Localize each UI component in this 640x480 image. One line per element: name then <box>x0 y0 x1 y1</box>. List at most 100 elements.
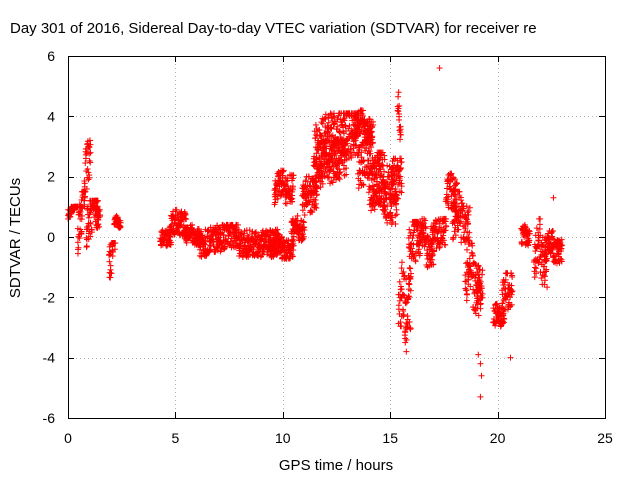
data-point <box>83 185 90 192</box>
data-point <box>107 262 114 269</box>
data-point <box>459 200 466 207</box>
x-tick-label: 5 <box>172 430 180 446</box>
data-point <box>81 193 88 200</box>
data-point <box>477 360 484 367</box>
data-point <box>399 306 406 313</box>
data-point <box>396 278 403 285</box>
data-point <box>84 166 91 173</box>
data-point <box>477 393 484 400</box>
data-point <box>111 240 118 247</box>
data-point <box>329 179 336 186</box>
data-point <box>463 246 470 253</box>
data-point <box>182 211 189 218</box>
data-point <box>159 227 166 234</box>
data-point <box>94 197 101 204</box>
data-point <box>397 131 404 138</box>
x-tick-label: 0 <box>64 430 72 446</box>
y-tick-label: -2 <box>43 289 56 305</box>
data-point <box>536 221 543 228</box>
x-tick-label: 20 <box>490 430 506 446</box>
y-tick-labels: -6 -4 -2 0 2 4 6 <box>43 48 56 426</box>
y-tick-label: 2 <box>47 169 55 185</box>
chart-title: Day 301 of 2016, Sidereal Day-to-day VTE… <box>10 20 537 37</box>
data-point <box>463 297 470 304</box>
data-point <box>96 206 103 213</box>
data-point <box>87 219 94 226</box>
data-point <box>403 348 410 355</box>
data-point <box>396 116 403 123</box>
y-axis-title: SDTVAR / TECUs <box>7 178 24 298</box>
data-point <box>86 144 93 151</box>
data-points <box>65 65 566 400</box>
data-point <box>278 248 285 255</box>
data-point <box>198 228 205 235</box>
data-point <box>274 226 281 233</box>
data-point <box>507 354 514 361</box>
data-point <box>368 207 375 214</box>
data-point <box>537 215 544 222</box>
data-point <box>478 372 485 379</box>
data-point <box>279 234 286 240</box>
x-tick-label: 25 <box>597 430 613 446</box>
data-point <box>88 229 95 236</box>
data-point <box>312 121 319 128</box>
data-point <box>173 206 180 213</box>
data-point <box>217 248 224 255</box>
y-tick-label: 0 <box>47 229 55 245</box>
data-point <box>207 243 214 250</box>
data-point <box>106 258 113 265</box>
data-point <box>235 226 242 233</box>
data-point <box>234 221 241 228</box>
data-point <box>532 264 539 271</box>
data-point <box>189 221 196 228</box>
data-point <box>393 206 400 213</box>
y-tick-label: -6 <box>43 410 56 426</box>
data-point <box>78 228 85 235</box>
data-point <box>407 265 414 272</box>
data-point <box>117 223 124 230</box>
y-tick-label: -4 <box>43 350 56 366</box>
data-point <box>82 160 89 167</box>
x-tick-labels: 0 5 10 15 20 25 <box>64 430 613 446</box>
data-point <box>75 246 82 253</box>
data-point <box>221 243 228 250</box>
data-point <box>78 216 85 223</box>
data-point <box>252 230 259 237</box>
data-point <box>436 65 443 72</box>
data-point <box>244 236 251 243</box>
data-point <box>87 159 94 166</box>
data-point <box>95 221 102 228</box>
data-point <box>395 93 402 100</box>
data-point <box>183 239 190 246</box>
data-point <box>218 246 225 253</box>
data-point <box>111 246 118 253</box>
y-tick-label: 6 <box>47 48 55 64</box>
data-point <box>337 128 344 135</box>
data-point <box>531 274 538 281</box>
data-point <box>76 235 83 242</box>
data-point <box>509 273 516 280</box>
y-tick-label: 4 <box>47 108 55 124</box>
data-point <box>74 239 81 246</box>
data-point <box>406 264 413 271</box>
x-axis-title: GPS time / hours <box>279 457 393 474</box>
data-point <box>117 219 124 226</box>
data-point <box>533 225 540 232</box>
data-point <box>463 291 470 298</box>
x-tick-label: 10 <box>275 430 291 446</box>
data-point <box>108 270 115 277</box>
data-point <box>97 211 104 218</box>
data-point <box>406 226 413 233</box>
data-point <box>544 284 551 291</box>
data-point <box>81 189 88 196</box>
data-point <box>86 172 93 179</box>
data-point <box>167 234 174 241</box>
x-tick-label: 15 <box>382 430 398 446</box>
data-point <box>468 249 475 256</box>
data-point <box>403 319 410 326</box>
data-point <box>398 259 405 266</box>
data-point <box>168 239 175 246</box>
data-point <box>76 201 83 208</box>
data-point <box>86 157 93 164</box>
data-point <box>246 227 253 234</box>
